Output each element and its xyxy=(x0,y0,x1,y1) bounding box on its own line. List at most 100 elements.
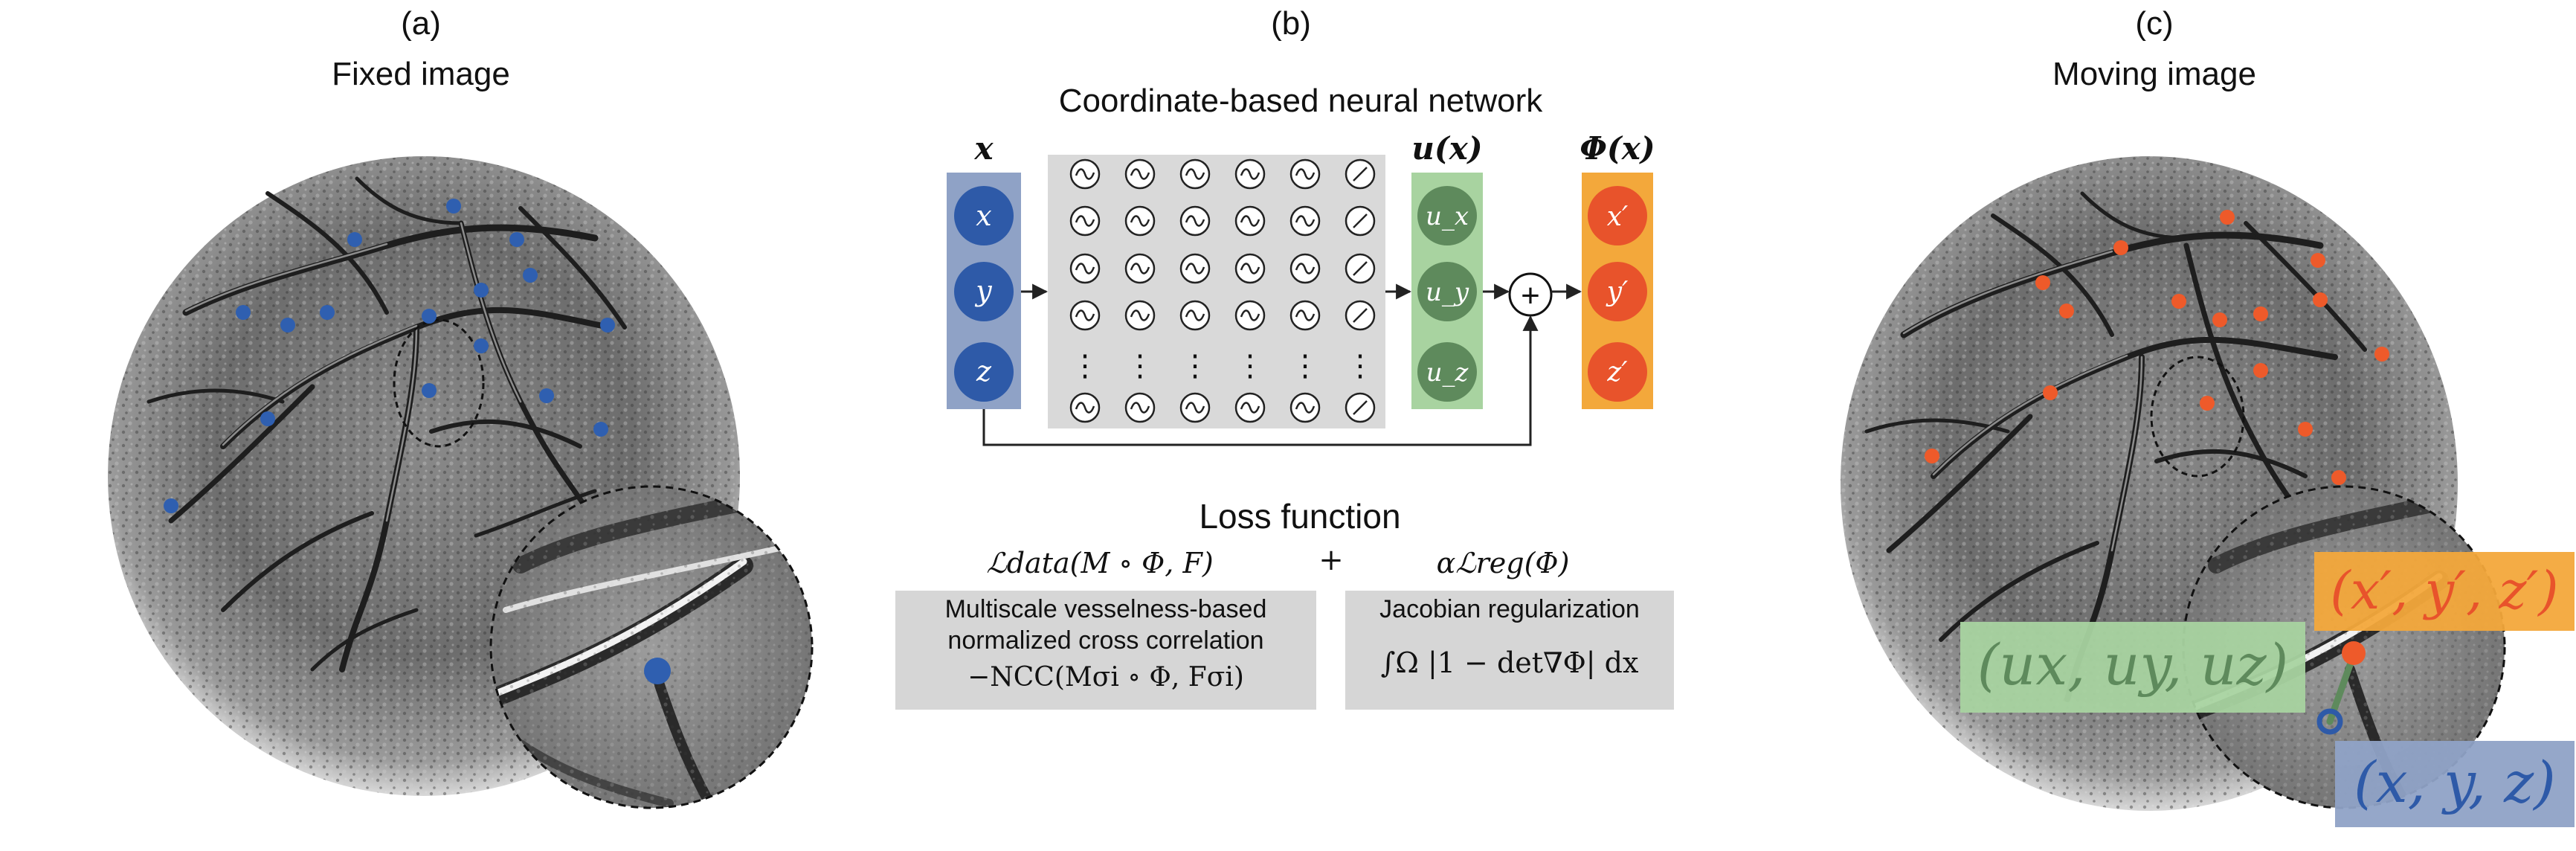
reg-term-title: Jacobian regularization xyxy=(1379,595,1640,623)
panel-a-letter: (a) xyxy=(401,5,441,42)
output-node-uy xyxy=(1417,262,1477,321)
data-term-line2: normalized cross correlation xyxy=(947,626,1263,655)
moving-roi-outline xyxy=(2150,356,2245,478)
hidden-layers: ⋮ ⋮ ⋮ ⋮ ⋮ ⋮ xyxy=(1048,155,1385,428)
network-connections xyxy=(982,283,1582,446)
phi-label-x: x′ xyxy=(1607,202,1628,232)
sine-activation-icon xyxy=(1069,158,1101,190)
phi-node-z xyxy=(1588,342,1647,402)
data-term-line1: Multiscale vesselness-based xyxy=(945,595,1267,623)
target-point xyxy=(2342,641,2366,665)
hidden-panel xyxy=(1048,155,1385,428)
sine-activation-icon xyxy=(1234,392,1266,423)
panel-a: (a) Fixed image xyxy=(108,5,814,809)
output-header: u(x) xyxy=(1411,130,1482,167)
roi-outline xyxy=(393,318,485,448)
sine-activation-icon xyxy=(1234,253,1266,284)
sine-activation-icon xyxy=(1289,205,1321,237)
output-label-uy: u_y xyxy=(1426,277,1469,307)
hidden-ellipsis: ⋮ xyxy=(1345,349,1375,383)
sine-activation-icon xyxy=(1069,253,1101,284)
sine-activation-icon xyxy=(1124,253,1156,284)
sine-activation-icon xyxy=(1179,205,1211,237)
input-layer: x x y z xyxy=(947,130,1021,409)
input-header: x xyxy=(973,130,994,167)
sine-activation-icon xyxy=(1289,158,1321,190)
hidden-ellipsis: ⋮ xyxy=(1070,349,1100,383)
circled-plus-icon: + xyxy=(1508,272,1553,317)
panel-b: (b) Coordinate-based neural network x x … xyxy=(895,5,1674,710)
phi-node-x xyxy=(1588,186,1647,245)
zoom-landmark-point xyxy=(644,658,671,684)
displacement-text: (ux, uy, uz) xyxy=(1977,632,2289,698)
output-node-uz xyxy=(1417,342,1477,402)
sine-activation-icon xyxy=(1124,158,1156,190)
sine-activation-icon xyxy=(1124,392,1156,423)
sine-activation-icon xyxy=(1234,158,1266,190)
input-label-x: x xyxy=(976,199,991,232)
reg-term-formula: αℒreg(Φ) xyxy=(1437,547,1570,579)
sine-activation-icon xyxy=(1179,300,1211,331)
sine-activation-icon xyxy=(1179,158,1211,190)
panel-c-title: Moving image xyxy=(2052,56,2256,92)
source-point xyxy=(2316,708,2343,735)
output-label-uz: u_z xyxy=(1426,358,1469,388)
sine-activation-icon xyxy=(1124,300,1156,331)
phi-node-y xyxy=(1588,262,1647,321)
linear-activation-icon xyxy=(1345,205,1376,237)
data-term-ncc: −NCC(Mσi ∘ Φ, Fσi) xyxy=(967,662,1244,693)
hidden-ellipsis: ⋮ xyxy=(1290,349,1320,383)
linear-activation-icon xyxy=(1345,253,1376,284)
data-term-formula: ℒdata(M ∘ Φ, F) xyxy=(986,547,1213,579)
sine-activation-icon xyxy=(1289,253,1321,284)
displacement-label: (ux, uy, uz) xyxy=(1960,622,2305,713)
panel-c: (c) Moving image xyxy=(1841,5,2575,827)
transform-layer: Φ(x) x′ y′ z′ xyxy=(1580,130,1655,409)
input-label-y: y xyxy=(974,274,992,307)
source-text: (x, y, z) xyxy=(2354,749,2556,815)
loss-plus: + xyxy=(1318,543,1344,577)
sine-activation-icon xyxy=(1289,300,1321,331)
sine-activation-icon xyxy=(1234,300,1266,331)
sine-activation-icon xyxy=(1069,205,1101,237)
hidden-ellipsis: ⋮ xyxy=(1235,349,1265,383)
output-label-ux: u_x xyxy=(1426,202,1469,231)
panel-b-letter: (b) xyxy=(1271,5,1311,42)
sine-activation-icon xyxy=(1124,205,1156,237)
sine-activation-icon xyxy=(1179,253,1211,284)
source-label: (x, y, z) xyxy=(2335,741,2575,827)
target-label: (x′, y′, z′) xyxy=(2314,552,2575,631)
input-node-x xyxy=(954,186,1014,245)
input-label-z: z xyxy=(976,355,992,388)
sine-activation-icon xyxy=(1234,205,1266,237)
sine-activation-icon xyxy=(1289,392,1321,423)
linear-activation-icon xyxy=(1345,158,1376,190)
input-node-z xyxy=(954,342,1014,402)
moving-vessel-highlights xyxy=(1902,250,2143,552)
loss-title: Loss function xyxy=(1199,497,1400,536)
hidden-node-grid: ⋮ ⋮ ⋮ ⋮ ⋮ ⋮ xyxy=(1069,158,1376,423)
phi-header: Φ(x) xyxy=(1580,130,1655,167)
data-term-box xyxy=(895,591,1316,710)
linear-activation-icon xyxy=(1345,300,1376,331)
input-node-y xyxy=(954,262,1014,321)
skip-connection xyxy=(982,315,1539,446)
sine-activation-icon xyxy=(1179,392,1211,423)
loss-section: Loss function ℒdata(M ∘ Φ, F) + αℒreg(Φ)… xyxy=(895,497,1674,710)
sum-symbol: + xyxy=(1521,277,1540,314)
reg-term-integral: ∫Ω |1 − det∇Φ| dx xyxy=(1381,646,1639,679)
hidden-ellipsis: ⋮ xyxy=(1125,349,1155,383)
fixed-zoom-inset xyxy=(489,485,814,809)
target-text: (x′, y′, z′) xyxy=(2330,560,2558,621)
reg-term-box xyxy=(1345,591,1674,710)
phi-label-y: y′ xyxy=(1606,277,1629,307)
phi-label-z: z′ xyxy=(1606,357,1627,388)
sine-activation-icon xyxy=(1069,392,1101,423)
displacement-layer: u(x) u_x u_y u_z xyxy=(1411,130,1483,409)
vessel-network xyxy=(146,176,627,672)
panel-b-title: Coordinate-based neural network xyxy=(1059,83,1544,119)
vessel-highlights xyxy=(184,222,522,522)
hidden-ellipsis: ⋮ xyxy=(1180,349,1210,383)
fixed-landmarks xyxy=(164,199,615,513)
